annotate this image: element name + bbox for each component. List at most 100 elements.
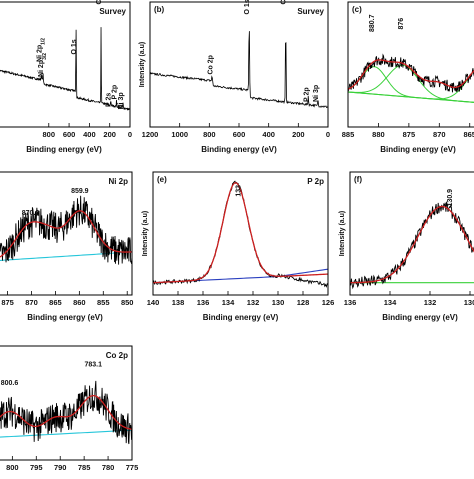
- fit-envelope-d: [0, 210, 132, 258]
- panel-g: 800795790785780775Binding energy (eV)Co …: [0, 345, 139, 479]
- x-tick-label-f: 132: [424, 298, 437, 307]
- x-tick-label-e: 130: [272, 298, 285, 307]
- x-tick-label-d: 860: [73, 298, 86, 307]
- panel-letter-e: (e): [157, 175, 167, 184]
- panel-b: 1200 1000 800 600 400 200 0 Binding energy (eV)…: [139, 0, 330, 154]
- y-axis-label-b: Intensity (a.u): [139, 42, 146, 88]
- fit-envelope-e: [153, 182, 328, 284]
- peak-annotation-a: O 1s: [71, 39, 78, 54]
- peak-annotation-b: O 1s: [244, 0, 251, 15]
- spectrum-line-g: [0, 380, 132, 445]
- spectrum-line-f: [350, 201, 474, 290]
- plot-frame-d: [0, 171, 133, 296]
- corner-label-a: Survey: [99, 7, 126, 16]
- peak-annotation-a: P 2p: [111, 85, 118, 100]
- component-peak-c-0: [348, 66, 474, 103]
- x-tick-label-b: 600: [233, 130, 246, 139]
- x-tick-label-g: 790: [54, 463, 67, 472]
- x-tick-label-e: 126: [322, 298, 335, 307]
- x-tick-label-a: 800: [43, 130, 56, 139]
- corner-label-b: Survey: [297, 7, 324, 16]
- x-tick-label-b: 400: [262, 130, 275, 139]
- x-tick-label-e: 138: [172, 298, 185, 307]
- x-tick-label-g: 795: [30, 463, 43, 472]
- spectrum-line-b: [150, 31, 328, 108]
- panel-c: 885 880 875 870 865 Binding energy (eV) (c) 880…: [342, 1, 474, 154]
- plot-frame-b: [149, 1, 329, 128]
- peak-annotation-a: P 2s: [106, 93, 113, 107]
- x-tick-label-d: 855: [97, 298, 110, 307]
- x-tick-label-g: 775: [126, 463, 139, 472]
- x-axis-label-f: Binding energy (eV): [382, 313, 458, 322]
- x-axis-label-a: Binding energy (eV): [26, 145, 102, 154]
- x-tick-label-e: 136: [197, 298, 210, 307]
- panel-letter-b: (b): [154, 5, 165, 14]
- x-tick-label-c: 875: [403, 130, 416, 139]
- corner-label-g: Co 2p: [106, 351, 128, 360]
- x-tick-label-a: 600: [63, 130, 76, 139]
- x-tick-label-e: 134: [222, 298, 235, 307]
- x-tick-label-b: 200: [292, 130, 305, 139]
- plot-frame-c: [347, 1, 474, 128]
- panel-letter-c: (c): [352, 5, 362, 14]
- peak-annotation-a: Ni 2p3/2: [38, 53, 48, 77]
- x-tick-label-e: 140: [147, 298, 160, 307]
- panel-letter-f: (f): [354, 175, 362, 184]
- panel-d: 875 870 865 860 855 850 Binding energy (eV) Ni …: [0, 171, 134, 322]
- x-tick-label-b: 1200: [142, 130, 159, 139]
- peak-annotation-a: C 1s: [96, 0, 103, 5]
- fit-envelope-g: [0, 394, 132, 430]
- peak-annotation-c: 876: [398, 18, 405, 30]
- x-axis-label-c: Binding energy (eV): [380, 145, 456, 154]
- peak-annotation-b: Ni 3p: [313, 85, 320, 102]
- x-tick-label-c: 865: [463, 130, 474, 139]
- peak-annotation-d: 870.2: [22, 210, 40, 217]
- background-line-d-0: [0, 251, 132, 261]
- x-tick-label-g: 800: [6, 463, 19, 472]
- x-tick-label-b: 800: [203, 130, 216, 139]
- peak-annotation-b: P 2p: [303, 87, 310, 102]
- peak-annotation-g: 800.6: [1, 380, 19, 387]
- peak-annotation-g: 783.1: [84, 362, 102, 369]
- x-tick-label-d: 870: [25, 298, 38, 307]
- x-tick-label-b: 1000: [171, 130, 188, 139]
- x-tick-label-d: 850: [121, 298, 134, 307]
- peak-annotation-f: 130.9: [447, 189, 454, 207]
- peak-annotation-b: C 1s: [281, 0, 288, 5]
- peak-annotation-d: 859.9: [71, 188, 89, 195]
- panel-f: 136 134 132 130 Binding energy (eV) Intensity…: [339, 171, 474, 322]
- peak-annotation-b: Co 2p: [207, 55, 214, 74]
- x-tick-label-f: 134: [384, 298, 397, 307]
- y-axis-label-e: Intensity (a.u): [142, 211, 149, 257]
- x-tick-label-e: 128: [297, 298, 310, 307]
- x-tick-label-d: 875: [1, 298, 14, 307]
- panel-a: 800 600 400 200 0 Binding energy (eV) Survey Ni…: [0, 0, 132, 154]
- x-tick-label-c: 885: [342, 130, 355, 139]
- x-tick-label-c: 870: [433, 130, 446, 139]
- spectrum-line-d: [0, 195, 132, 265]
- x-tick-label-f: 130: [464, 298, 474, 307]
- peak-annotation-e: 133: [236, 185, 243, 197]
- x-tick-label-d: 865: [49, 298, 62, 307]
- corner-label-d: Ni 2p: [108, 177, 128, 186]
- spectrum-line-a: [0, 27, 130, 111]
- corner-label-e: P 2p: [307, 177, 324, 186]
- plot-frame-f: [349, 171, 474, 296]
- peak-annotation-a: Ni 2p1/2: [36, 38, 46, 62]
- x-tick-label-g: 785: [78, 463, 91, 472]
- x-axis-label-b: Binding energy (eV): [201, 145, 277, 154]
- x-tick-label-a: 200: [103, 130, 116, 139]
- plot-frame-a: [0, 1, 131, 128]
- x-tick-label-a: 400: [83, 130, 96, 139]
- background-line-g-0: [0, 429, 132, 438]
- x-tick-label-g: 780: [102, 463, 115, 472]
- x-tick-label-e: 132: [247, 298, 260, 307]
- x-axis-label-e: Binding energy (eV): [203, 313, 279, 322]
- fit-envelope-f: [350, 205, 474, 284]
- plot-frame-e: [152, 171, 329, 296]
- x-tick-label-a: 0: [128, 130, 132, 139]
- plot-frame-g: [0, 345, 133, 461]
- x-axis-label-d: Binding energy (eV): [27, 313, 103, 322]
- panel-e: 140 138 136 134 132 130 128 126 Binding energy (…: [142, 171, 335, 322]
